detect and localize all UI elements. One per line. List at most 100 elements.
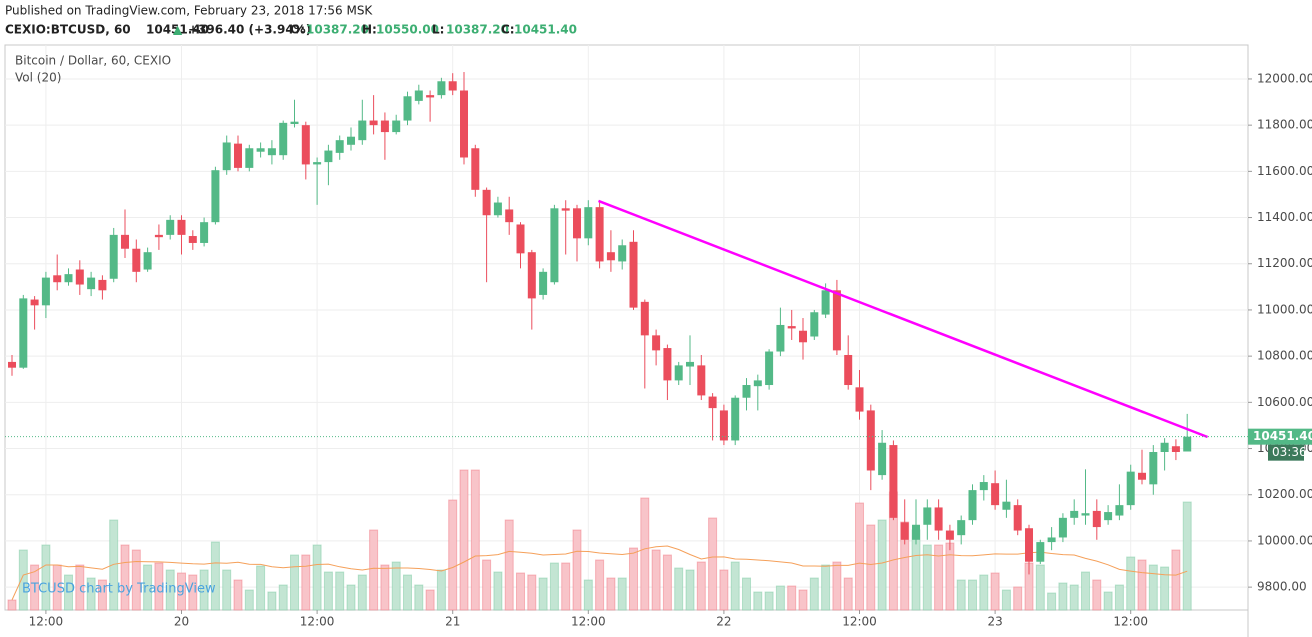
volume-bar: [617, 577, 627, 611]
last-price-label: 10451.40: [1253, 429, 1312, 443]
volume-bar: [934, 544, 944, 611]
candle-body: [765, 351, 774, 386]
candle-body: [87, 277, 96, 290]
volume-bar: [572, 529, 582, 611]
candle-body: [75, 269, 84, 285]
volume-ma: [11, 545, 1188, 601]
volume-bar: [75, 564, 85, 611]
ohlc-label: O:: [290, 23, 305, 37]
candle-body: [460, 90, 469, 158]
volume-bar: [1058, 582, 1068, 611]
x-tick-label: 12:00: [1113, 615, 1148, 629]
ohlc-label: C:: [501, 23, 515, 37]
ohlc-value: 10387.20: [306, 23, 369, 37]
volume-bar: [1092, 579, 1102, 611]
candle-body: [222, 142, 231, 171]
candle-body: [41, 277, 50, 306]
volume-bar: [1081, 571, 1091, 611]
candle-body: [550, 208, 559, 283]
volume-bar: [629, 547, 639, 611]
candle-body: [776, 324, 785, 352]
candle-body: [584, 207, 593, 239]
volume-bar: [290, 554, 300, 611]
volume-bar: [199, 569, 209, 611]
candle-body: [30, 299, 39, 306]
ohlc-value: 10550.00: [376, 23, 439, 37]
volume-bar: [323, 571, 333, 611]
volume-bar: [188, 574, 198, 611]
volume-bar: [561, 562, 571, 611]
volume-bar: [866, 524, 876, 611]
candle-body: [516, 224, 525, 254]
volume-bar: [1103, 591, 1113, 611]
volume-bar: [30, 564, 40, 611]
candle-body: [1013, 505, 1022, 531]
volume-bar: [843, 577, 853, 611]
candle-body: [132, 248, 141, 272]
watermark: BTCUSD chart by TradingView: [22, 582, 216, 597]
volume-bar: [832, 561, 842, 611]
volume-bar: [662, 554, 672, 611]
candle-body: [618, 245, 627, 262]
volume-bar: [244, 589, 254, 611]
candle-body: [527, 252, 536, 299]
candle-body: [279, 122, 288, 156]
candle-body: [256, 148, 265, 152]
candle-body: [799, 330, 808, 343]
y-tick-label: 11200.00: [1257, 256, 1312, 270]
candle-body: [313, 162, 322, 165]
x-tick-label: 23: [987, 615, 1002, 629]
volume-bar: [1035, 564, 1045, 611]
candle-body: [674, 365, 683, 381]
candle-body: [832, 290, 841, 351]
x-tick-label: 12:00: [300, 615, 335, 629]
candle-body: [1092, 510, 1101, 528]
candle-body: [731, 397, 740, 441]
candle-body: [866, 410, 875, 471]
candle-body: [821, 290, 830, 315]
candle-body: [211, 170, 220, 223]
volume-bar: [267, 591, 277, 611]
volume-bar: [1171, 549, 1181, 611]
candle-body: [697, 365, 706, 396]
candle-body: [188, 236, 197, 243]
countdown-box: [1268, 444, 1304, 461]
y-tick-label: 12000.00: [1257, 71, 1312, 85]
volume-bar: [1160, 566, 1170, 611]
candle-body: [98, 279, 107, 291]
volume-bar: [131, 549, 141, 611]
volume-bar: [516, 572, 526, 611]
volume-bar: [222, 569, 232, 611]
volume-bar: [1137, 559, 1147, 611]
volume-bar: [86, 577, 96, 611]
volume-bar: [821, 564, 831, 611]
ohlc-label: H:: [362, 23, 377, 37]
volume-bar: [527, 574, 537, 611]
volume-bar: [1069, 584, 1079, 611]
volume-bar: [414, 584, 424, 611]
trend-line: [598, 199, 1208, 439]
volume-bar: [809, 577, 819, 611]
candle-body: [234, 143, 243, 168]
candle-body: [109, 234, 118, 279]
volume-bar: [459, 469, 469, 611]
candle-body: [539, 271, 548, 295]
volume-bar: [41, 544, 51, 611]
volume-bar: [1047, 592, 1057, 611]
candle-body: [855, 387, 864, 412]
candle-body: [290, 121, 299, 124]
volume-label: Vol (20): [15, 71, 61, 85]
volume-bar: [301, 554, 311, 611]
candle-body: [923, 507, 932, 525]
candle-body: [369, 120, 378, 126]
volume-bar: [1114, 584, 1124, 611]
volume-bar: [165, 569, 175, 611]
y-tick-label: 11600.00: [1257, 164, 1312, 178]
candle-body: [945, 530, 954, 540]
volume-bar: [685, 569, 695, 611]
candle-body: [177, 219, 186, 235]
up-arrow: ▲: [173, 23, 183, 37]
volume-bar: [696, 561, 706, 611]
candle-body: [629, 241, 638, 308]
